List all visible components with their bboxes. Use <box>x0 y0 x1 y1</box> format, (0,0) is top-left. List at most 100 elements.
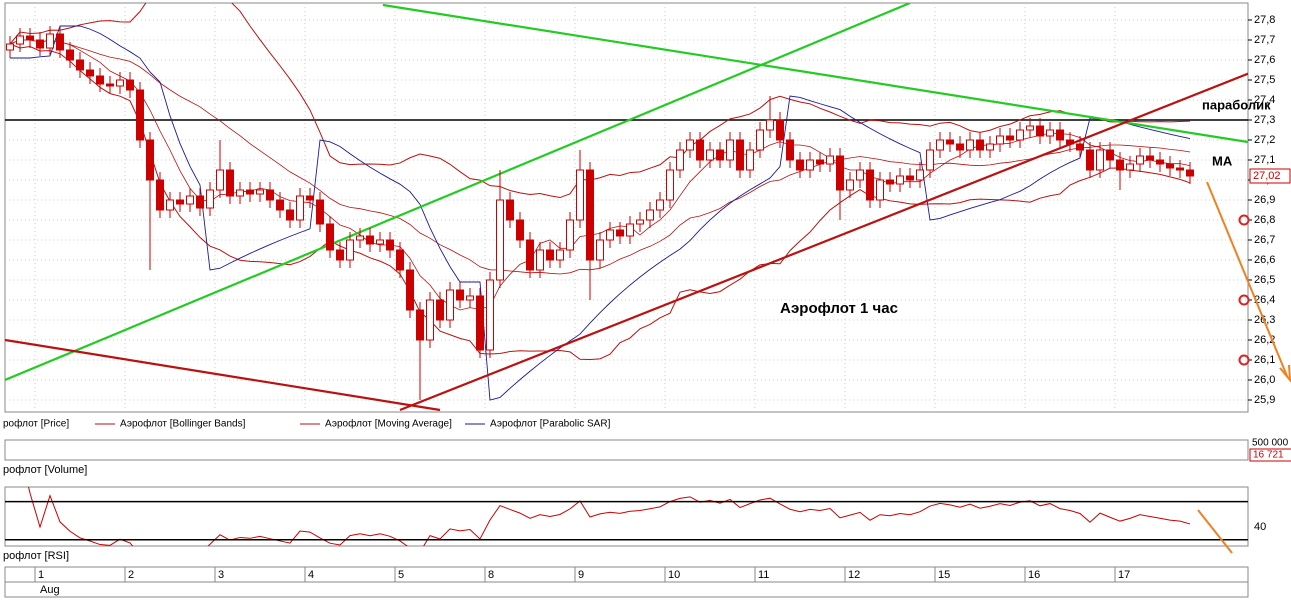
candle-body <box>1116 159 1124 171</box>
candle-body <box>126 79 134 91</box>
y-tick-label: 27,5 <box>1254 74 1275 86</box>
y-tick-label: 27,6 <box>1254 54 1275 66</box>
bollinger-middle <box>9 39 1191 275</box>
candle-body <box>226 169 234 197</box>
candle-body <box>516 219 524 241</box>
y-tick-label: 27,7 <box>1254 34 1275 46</box>
candle-body <box>166 199 174 211</box>
y-tick-label: 26,9 <box>1254 194 1275 206</box>
candle-body <box>26 35 34 41</box>
volume-tick-label: 500 000 <box>1252 438 1289 449</box>
candle-body <box>936 139 944 151</box>
annotation: MA <box>1212 153 1233 168</box>
price-marker <box>1238 354 1250 366</box>
y-tick-label: 27,8 <box>1254 14 1275 26</box>
candle-body <box>466 295 474 301</box>
y-tick-label: 27,4 <box>1254 94 1275 106</box>
legend-label: рофлот [Price] <box>3 418 69 430</box>
x-tick-label: 4 <box>308 569 314 581</box>
candle-body <box>496 199 504 281</box>
candle-body <box>1126 163 1134 171</box>
candle-body <box>1006 135 1014 141</box>
y-tick-label: 26,0 <box>1254 374 1275 386</box>
x-axis-label: Aug <box>40 584 60 596</box>
candle-body <box>576 169 584 221</box>
candle-body <box>746 149 754 171</box>
forecast-arrow <box>1197 509 1233 554</box>
trend-line <box>5 338 441 412</box>
x-tick-label: 10 <box>668 569 680 581</box>
candle-body <box>336 249 344 261</box>
candle-body <box>706 149 714 161</box>
candle-body <box>6 43 14 51</box>
candle-body <box>796 159 804 171</box>
x-tick-label: 1 <box>38 569 44 581</box>
candle-body <box>456 289 464 301</box>
candle-body <box>56 33 64 51</box>
candle-body <box>16 35 24 45</box>
panel-label: рофлот [Volume] <box>3 464 87 476</box>
candle-body <box>956 143 964 151</box>
candle-body <box>646 209 654 221</box>
candle-body <box>1046 129 1054 137</box>
candle-body <box>96 75 104 85</box>
candle-body <box>216 169 224 191</box>
candle-body <box>436 299 444 321</box>
candle-body <box>376 239 384 245</box>
candle-body <box>356 235 364 241</box>
candle-body <box>236 189 244 197</box>
candle-body <box>1016 129 1024 141</box>
candle-body <box>806 159 814 171</box>
rsi-tick-label: 40 <box>1254 521 1266 533</box>
annotation: параболик <box>1202 97 1271 112</box>
candle-body <box>776 119 784 141</box>
y-tick-label: 25,9 <box>1254 394 1275 406</box>
candle-body <box>876 179 884 201</box>
candle-body <box>1056 129 1064 141</box>
candle-body <box>1166 163 1174 169</box>
y-tick-label: 26,8 <box>1254 214 1275 226</box>
candle-body <box>406 269 414 311</box>
candle-body <box>1076 143 1084 151</box>
y-tick-label: 26,6 <box>1254 254 1275 266</box>
candle-body <box>906 175 914 181</box>
legend-label: Аэрофлот [Bollinger Bands] <box>120 418 246 430</box>
y-tick-label: 27,1 <box>1254 154 1275 166</box>
price-marker <box>1238 214 1250 226</box>
candle-body <box>816 159 824 165</box>
candle-body <box>296 195 304 221</box>
candle-body <box>626 223 634 237</box>
last-volume-box <box>1249 448 1291 462</box>
y-tick-label: 26,4 <box>1254 294 1275 306</box>
x-tick-label: 12 <box>848 569 860 581</box>
last-price-label: 27,02 <box>1253 170 1281 182</box>
candle-body <box>476 295 484 351</box>
candle-body <box>536 249 544 271</box>
candle-body <box>966 139 974 151</box>
candle-body <box>1026 125 1034 131</box>
volume-panel <box>4 439 1249 461</box>
x-tick-label: 5 <box>398 569 404 581</box>
candle-body <box>656 199 664 211</box>
candle-body <box>176 199 184 205</box>
candle-body <box>836 155 844 191</box>
candle-body <box>696 139 704 161</box>
x-tick-label: 9 <box>578 569 584 581</box>
candle-body <box>916 169 924 181</box>
candle-body <box>1106 149 1114 161</box>
candle-body <box>316 199 324 225</box>
candle-body <box>716 149 724 161</box>
candle-body <box>116 79 124 87</box>
y-tick-label: 27,3 <box>1254 114 1275 126</box>
candle-body <box>996 135 1004 145</box>
candle-body <box>726 139 734 161</box>
candle-body <box>446 289 454 321</box>
candle-body <box>276 199 284 211</box>
trend-line <box>5 3 911 382</box>
candle-body <box>596 239 604 261</box>
candle-body <box>736 139 744 171</box>
x-tick-label: 16 <box>1028 569 1040 581</box>
candle-body <box>306 195 314 201</box>
trend-line <box>399 72 1248 412</box>
